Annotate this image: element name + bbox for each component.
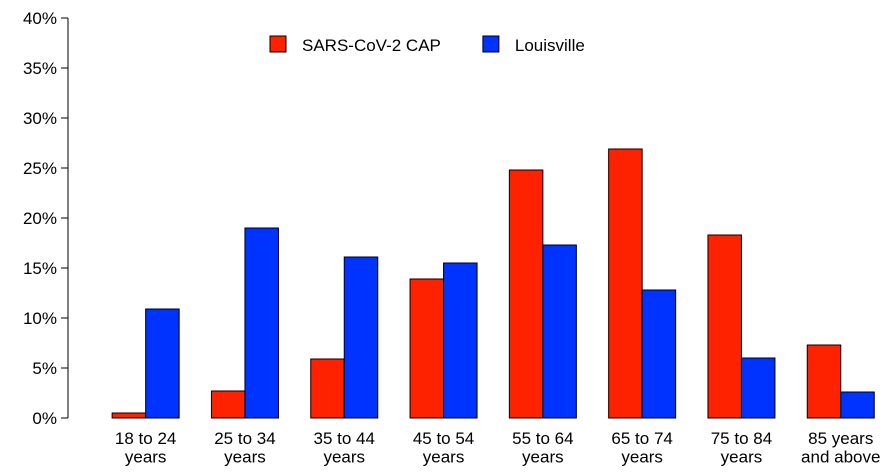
- y-tick-label: 35%: [23, 59, 57, 78]
- legend-label: Louisville: [515, 36, 585, 55]
- bar: [111, 412, 147, 419]
- x-tick-label: 65 to 74 years: [611, 429, 672, 467]
- bar: [409, 278, 445, 419]
- bar: [542, 244, 577, 419]
- y-tick-label: 20%: [23, 209, 57, 228]
- y-tick-label: 30%: [23, 109, 57, 128]
- y-tick-label: 10%: [23, 309, 57, 328]
- bar: [508, 169, 544, 419]
- bar: [806, 344, 842, 419]
- x-tick-label: 45 to 54 years: [413, 429, 474, 467]
- y-tick-label: 0%: [32, 409, 57, 428]
- bar: [145, 308, 180, 419]
- y-tick-label: 25%: [23, 159, 57, 178]
- bar: [707, 234, 742, 419]
- legend-swatch: [482, 35, 500, 53]
- bar: [641, 289, 677, 419]
- legend-swatch: [269, 35, 287, 53]
- bar: [608, 148, 643, 419]
- x-tick-label: 75 to 84 years: [711, 429, 772, 467]
- bar: [210, 390, 246, 419]
- bar: [840, 391, 875, 419]
- x-tick-label: 85 years and above: [801, 429, 880, 467]
- bar: [740, 357, 776, 419]
- bar: [343, 256, 379, 419]
- x-tick-label: 55 to 64 years: [512, 429, 573, 467]
- bar: [310, 358, 345, 419]
- x-tick-label: 35 to 44 years: [314, 429, 375, 467]
- y-tick-label: 40%: [23, 9, 57, 28]
- bar: [244, 227, 279, 419]
- legend-label: SARS-CoV-2 CAP: [302, 36, 441, 55]
- y-tick-label: 15%: [23, 259, 57, 278]
- bar: [443, 262, 478, 419]
- y-tick-label: 5%: [32, 359, 57, 378]
- x-tick-label: 18 to 24 years: [115, 429, 176, 467]
- x-tick-label: 25 to 34 years: [214, 429, 275, 467]
